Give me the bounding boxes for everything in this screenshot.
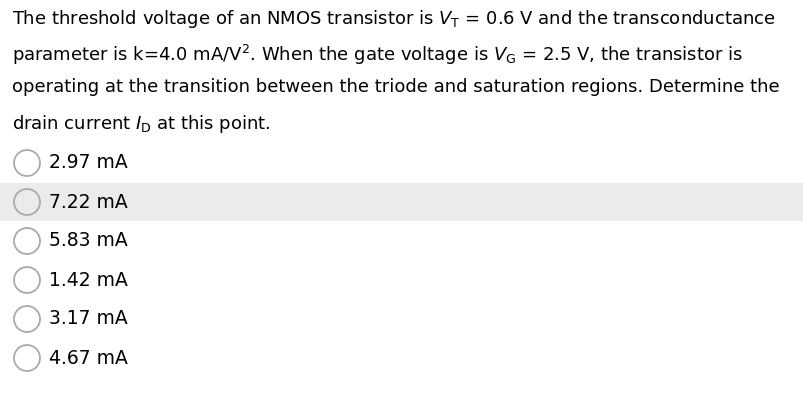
Text: 7.22 mA: 7.22 mA [49,192,128,211]
Text: 4.67 mA: 4.67 mA [49,349,128,368]
Text: drain current $I_\mathsf{D}$ at this point.: drain current $I_\mathsf{D}$ at this poi… [12,113,271,135]
Text: 3.17 mA: 3.17 mA [49,309,128,328]
Text: 5.83 mA: 5.83 mA [49,232,128,251]
Bar [0,183,803,221]
Text: parameter is k=4.0 mA/V$^2$. When the gate voltage is $V_\mathsf{G}$ = 2.5 V, th: parameter is k=4.0 mA/V$^2$. When the ga… [12,43,742,67]
Text: 1.42 mA: 1.42 mA [49,271,128,290]
Text: The threshold voltage of an NMOS transistor is $V_\mathsf{T}$ = 0.6 V and the tr: The threshold voltage of an NMOS transis… [12,8,775,30]
Text: 2.97 mA: 2.97 mA [49,154,128,173]
Text: operating at the transition between the triode and saturation regions. Determine: operating at the transition between the … [12,78,779,96]
